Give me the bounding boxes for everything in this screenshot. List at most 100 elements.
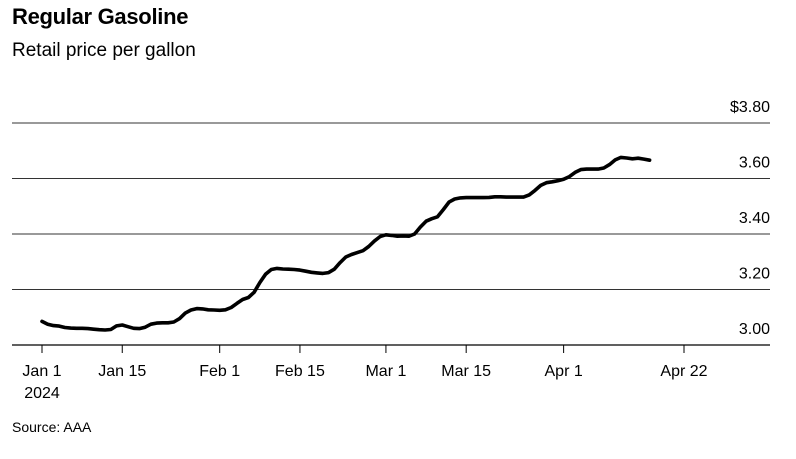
gridlines <box>12 122 770 346</box>
data-point <box>534 189 536 191</box>
data-point <box>305 270 307 272</box>
y-tick-label: 3.20 <box>739 266 770 283</box>
data-point <box>563 178 565 180</box>
data-point <box>190 309 192 311</box>
data-point <box>431 218 433 220</box>
data-point <box>626 157 628 159</box>
data-point <box>58 325 60 327</box>
data-point <box>368 245 370 248</box>
data-point <box>242 298 244 301</box>
series-line <box>40 155 652 332</box>
data-point <box>156 322 158 324</box>
data-point <box>379 235 381 238</box>
data-point <box>293 268 295 271</box>
data-point <box>224 309 226 311</box>
x-tick-label: Feb 15 <box>275 363 325 380</box>
data-point <box>402 235 404 237</box>
data-point <box>649 159 651 161</box>
data-point <box>465 197 467 199</box>
y-tick-label: $3.80 <box>730 99 770 116</box>
data-point <box>310 271 312 273</box>
data-point <box>236 302 238 304</box>
x-tick-label: Feb 1 <box>199 363 240 380</box>
x-tick-label: Jan 1 <box>22 363 61 380</box>
data-point <box>528 194 530 196</box>
data-point <box>350 253 353 256</box>
data-point <box>75 327 77 329</box>
data-point <box>511 196 513 198</box>
y-tick-label: 3.00 <box>739 321 770 338</box>
data-point <box>436 216 439 218</box>
data-point <box>586 168 588 170</box>
data-point <box>333 268 335 270</box>
data-point <box>173 321 175 323</box>
data-point <box>500 196 502 198</box>
data-point <box>448 201 450 203</box>
x-tick-label: Apr 22 <box>660 363 707 380</box>
y-tick-label: 3.40 <box>739 210 770 227</box>
data-point <box>213 309 215 311</box>
data-point <box>362 250 364 252</box>
data-point <box>52 325 55 327</box>
x-tick-label: Jan 15 <box>98 363 146 380</box>
data-point <box>522 196 525 198</box>
data-point <box>356 252 358 254</box>
data-point <box>104 329 106 331</box>
data-point <box>545 182 548 184</box>
data-point <box>391 234 393 236</box>
data-point <box>230 306 232 309</box>
data-point <box>328 272 330 274</box>
data-point <box>580 169 582 171</box>
data-point <box>299 269 301 271</box>
data-point <box>637 157 639 159</box>
data-point <box>517 196 519 198</box>
data-point <box>115 325 118 327</box>
data-point <box>385 234 387 236</box>
data-point <box>133 327 135 329</box>
data-point <box>270 268 272 271</box>
chart-title: Regular Gasoline <box>12 4 189 29</box>
data-point <box>540 184 542 186</box>
data-point <box>179 318 181 320</box>
data-point <box>591 168 593 170</box>
data-point <box>138 328 140 330</box>
data-point <box>259 282 261 284</box>
data-point <box>207 309 209 311</box>
data-point <box>247 296 249 299</box>
data-point <box>70 327 72 329</box>
data-point <box>219 309 221 311</box>
data-point <box>603 167 605 169</box>
data-point <box>110 328 112 331</box>
data-point <box>253 291 255 293</box>
data-point <box>87 328 89 330</box>
data-point <box>127 326 129 328</box>
y-axis: $3.80 3.60 3.40 3.20 3.00 <box>730 99 770 338</box>
data-point <box>471 197 473 199</box>
data-point <box>93 328 95 330</box>
data-point <box>345 256 347 258</box>
data-point <box>81 327 83 329</box>
data-point <box>419 226 421 228</box>
data-point <box>287 268 290 270</box>
data-point <box>454 198 456 200</box>
series-group <box>40 155 652 332</box>
data-point <box>494 196 496 198</box>
data-point <box>568 176 571 178</box>
data-point <box>414 233 416 235</box>
x-axis: Jan 1 2024 Jan 15 Feb 1 Feb 15 Mar 1 Mar 15 Apr… <box>22 345 708 402</box>
data-point <box>373 240 376 242</box>
data-point <box>316 272 318 274</box>
data-point <box>144 326 146 328</box>
data-point <box>574 171 576 173</box>
data-point <box>551 181 553 183</box>
data-point <box>121 324 123 326</box>
data-point <box>557 180 559 182</box>
data-point <box>425 220 427 222</box>
data-point <box>276 267 278 269</box>
x-tick-label: Apr 1 <box>545 363 583 380</box>
data-point <box>614 159 616 161</box>
x-tick-label: Mar 15 <box>441 363 491 380</box>
data-point <box>482 197 484 199</box>
x-tick-label: Mar 1 <box>365 363 406 380</box>
